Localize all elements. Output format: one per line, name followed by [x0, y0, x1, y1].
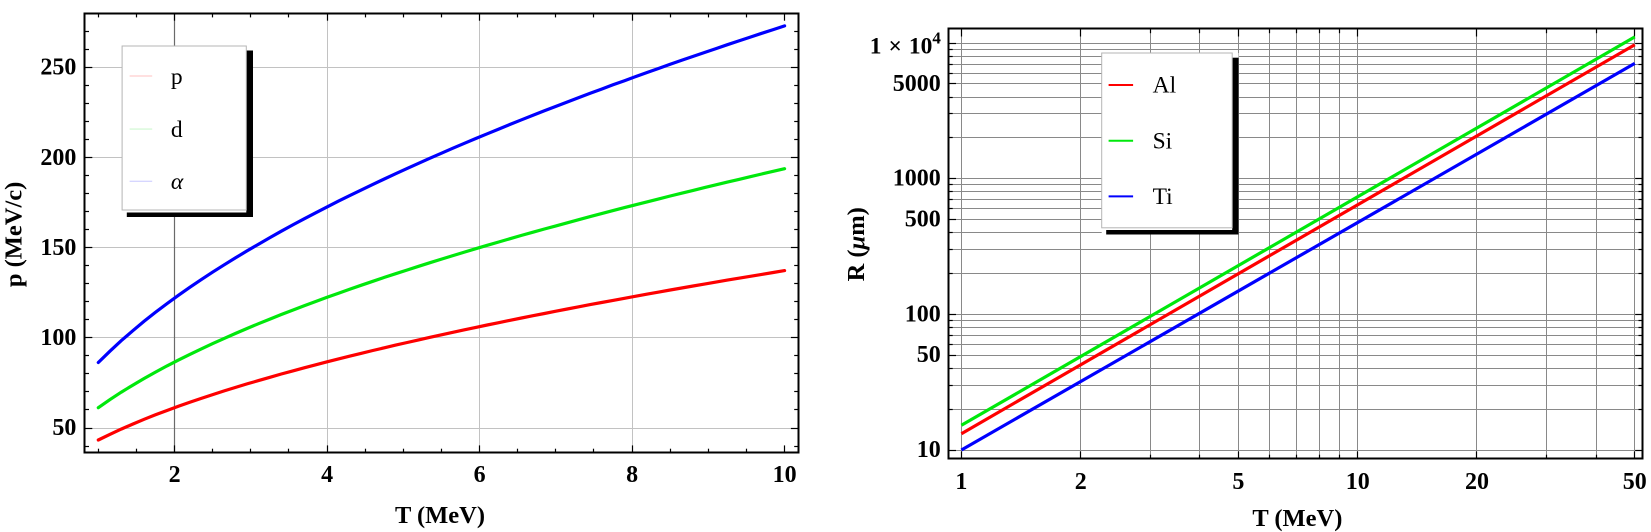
svg-text:R (μm): R (μm)	[843, 207, 870, 281]
svg-text:8: 8	[626, 462, 638, 488]
svg-text:1000: 1000	[893, 166, 941, 192]
svg-text:100: 100	[905, 301, 941, 327]
svg-text:p (MeV/c): p (MeV/c)	[1, 182, 28, 287]
svg-text:α: α	[171, 169, 184, 195]
svg-text:500: 500	[905, 207, 941, 233]
svg-text:Al: Al	[1153, 73, 1177, 99]
svg-text:2: 2	[169, 462, 181, 488]
svg-text:Ti: Ti	[1153, 184, 1174, 210]
svg-text:T (MeV): T (MeV)	[1252, 505, 1342, 532]
svg-text:10: 10	[773, 462, 797, 488]
svg-text:10: 10	[1346, 469, 1370, 495]
svg-text:4: 4	[321, 462, 333, 488]
svg-text:T (MeV): T (MeV)	[395, 502, 485, 529]
svg-text:150: 150	[40, 235, 76, 261]
svg-text:100: 100	[40, 325, 76, 351]
svg-text:d: d	[171, 117, 183, 143]
svg-text:50: 50	[917, 342, 941, 368]
svg-text:1×104: 1 × 104	[870, 28, 942, 59]
svg-text:2: 2	[1075, 469, 1087, 495]
svg-text:5: 5	[1232, 469, 1244, 495]
svg-text:200: 200	[40, 145, 76, 171]
svg-text:6: 6	[474, 462, 486, 488]
svg-text:50: 50	[52, 415, 76, 441]
svg-text:5000: 5000	[893, 71, 941, 97]
svg-text:50: 50	[1623, 469, 1647, 495]
svg-text:1: 1	[955, 469, 967, 495]
svg-text:20: 20	[1465, 469, 1489, 495]
svg-text:10: 10	[917, 437, 941, 463]
svg-text:Si: Si	[1153, 128, 1173, 154]
svg-text:p: p	[171, 64, 183, 90]
svg-text:250: 250	[40, 55, 76, 81]
